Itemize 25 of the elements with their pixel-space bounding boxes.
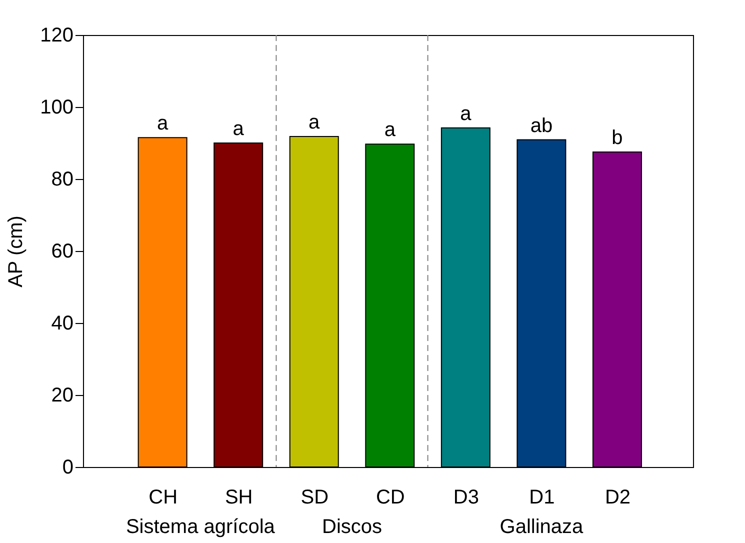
y-tick-label: 100 xyxy=(40,96,74,118)
y-tick-label: 60 xyxy=(51,240,74,262)
text: Sistema agrícola xyxy=(126,516,276,538)
y-tick-label: 40 xyxy=(51,312,74,334)
x-tick-label: D1 xyxy=(529,486,555,508)
y-tick-label: 0 xyxy=(62,456,74,478)
annotation: a xyxy=(460,102,472,125)
text: Gallinaza xyxy=(500,516,584,538)
x-tick-label: CD xyxy=(376,486,405,508)
y-axis-title: AP (cm) xyxy=(5,216,28,288)
x-tick-label: CH xyxy=(148,486,178,508)
x-tick-label: SD xyxy=(300,486,329,508)
annotation: a xyxy=(384,119,396,142)
y-tick-label: 80 xyxy=(51,168,74,190)
annotation: a xyxy=(308,112,321,134)
x-tick-label: D2 xyxy=(604,486,631,508)
annotation: ab xyxy=(530,114,553,137)
text: Discos xyxy=(322,516,382,538)
annotation: a xyxy=(157,112,170,135)
annotation: b xyxy=(612,127,623,149)
annotation: a xyxy=(232,118,245,140)
y-tick-label: 120 xyxy=(40,24,74,46)
x-tick-label: SH xyxy=(224,486,253,508)
y-tick-label: 20 xyxy=(51,384,74,406)
x-tick-label: D3 xyxy=(453,486,479,508)
